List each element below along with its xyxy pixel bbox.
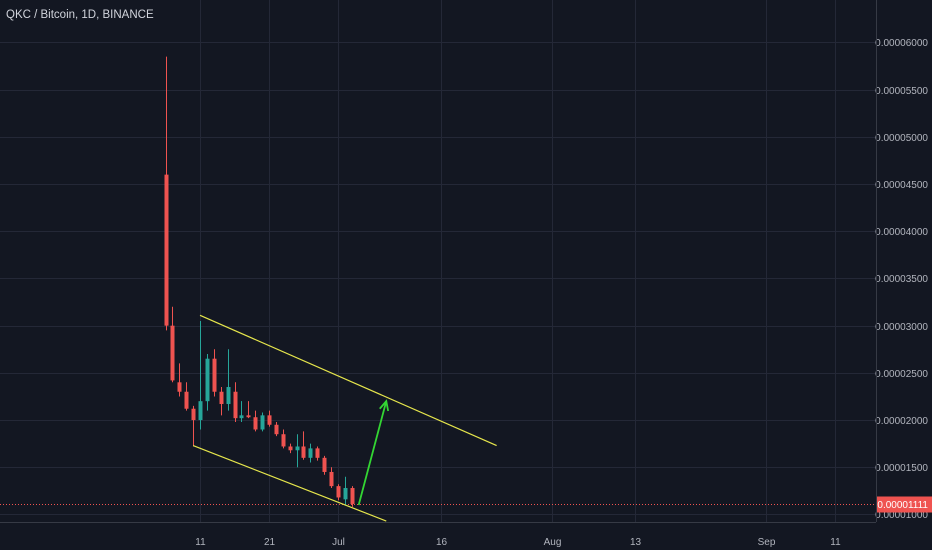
candle-body	[170, 325, 175, 381]
candle-body	[281, 434, 286, 447]
candle[interactable]	[233, 382, 238, 422]
x-tick-label: 11	[830, 537, 841, 548]
candle[interactable]	[274, 421, 279, 437]
candle[interactable]	[184, 382, 189, 411]
y-tick-label: 0.00005000	[875, 133, 928, 144]
candle-body	[274, 424, 279, 435]
y-tick-label: 0.00004500	[875, 180, 928, 191]
y-tick-label: 0.00002000	[875, 416, 928, 427]
candle-body	[288, 446, 293, 451]
candle[interactable]	[315, 446, 320, 461]
candle-body	[350, 488, 355, 504]
candle-body	[191, 408, 196, 421]
candle[interactable]	[212, 349, 217, 397]
x-tick-label: Sep	[758, 537, 776, 548]
candle[interactable]	[308, 443, 313, 463]
candle[interactable]	[322, 455, 327, 475]
candle-body	[246, 415, 251, 418]
candle[interactable]	[198, 320, 203, 430]
candle[interactable]	[329, 467, 334, 489]
candle-body	[329, 471, 334, 487]
candle-body	[177, 382, 182, 392]
candle[interactable]	[239, 401, 244, 422]
candle[interactable]	[226, 349, 231, 411]
candle[interactable]	[177, 363, 182, 397]
candle[interactable]	[253, 410, 258, 432]
candle-body	[219, 391, 224, 405]
candle[interactable]	[295, 434, 300, 468]
candle[interactable]	[170, 306, 175, 383]
x-axis[interactable]: 11 21 Jul 16 Aug 13 Sep 11	[0, 522, 876, 549]
candle-body	[198, 401, 203, 421]
current-price-label: 0.00001111	[877, 500, 928, 511]
candle-body	[301, 446, 306, 458]
candle-body	[343, 488, 348, 500]
arrow-shaft	[357, 400, 388, 506]
candle-body	[308, 448, 313, 458]
y-tick-label: 0.00001000	[875, 510, 928, 521]
y-tick-label: 0.00005500	[875, 86, 928, 97]
candle[interactable]	[260, 412, 265, 432]
chart-title: QKC / Bitcoin, 1D, BINANCE	[6, 9, 154, 21]
y-tick-label: 0.00001500	[875, 463, 928, 474]
candle-body	[239, 415, 244, 419]
grid-lines	[0, 0, 876, 522]
candle-body	[164, 174, 169, 326]
x-tick-label: 21	[264, 537, 276, 548]
candle-body	[336, 486, 341, 498]
candle-body	[226, 387, 231, 405]
candle[interactable]	[191, 405, 196, 447]
candle[interactable]	[288, 443, 293, 454]
projection-arrow[interactable]	[357, 399, 390, 506]
candle-body	[205, 358, 210, 402]
drawings[interactable]	[192, 314, 497, 522]
x-tick-label: 16	[436, 537, 448, 548]
channel-upper-line[interactable]	[199, 314, 497, 447]
y-tick-label: 0.00006000	[875, 38, 928, 49]
candle[interactable]	[343, 476, 348, 506]
x-tick-label: Jul	[332, 537, 345, 548]
candle-body	[253, 417, 258, 430]
candle[interactable]	[164, 56, 169, 331]
candle[interactable]	[205, 353, 210, 411]
candle-body	[315, 448, 320, 458]
candle[interactable]	[219, 387, 224, 416]
candle-body	[184, 391, 189, 409]
candle-body	[212, 358, 217, 392]
candle[interactable]	[350, 486, 355, 507]
channel-lower-line[interactable]	[192, 444, 387, 522]
candle-body	[322, 457, 327, 472]
candle[interactable]	[301, 431, 306, 460]
y-tick-label: 0.00003500	[875, 274, 928, 285]
x-tick-label: 13	[630, 537, 642, 548]
x-tick-label: 11	[195, 537, 206, 548]
candles[interactable]	[164, 56, 355, 507]
current-price-tag	[877, 496, 932, 513]
x-tick-label: Aug	[544, 537, 562, 548]
candle[interactable]	[246, 401, 251, 419]
candle-body	[267, 415, 272, 425]
candle-body	[233, 391, 238, 419]
candle[interactable]	[336, 484, 341, 501]
candle-body	[260, 415, 265, 430]
y-axis[interactable]: 0.00006000 0.00005500 0.00005000 0.00004500…	[875, 0, 932, 522]
y-tick-label: 0.00003000	[875, 322, 928, 333]
y-tick-label: 0.00002500	[875, 369, 928, 380]
y-tick-label: 0.00004000	[875, 227, 928, 238]
candle-body	[295, 446, 300, 451]
candle[interactable]	[267, 410, 272, 427]
candle[interactable]	[281, 429, 286, 449]
arrow-head	[379, 399, 390, 412]
